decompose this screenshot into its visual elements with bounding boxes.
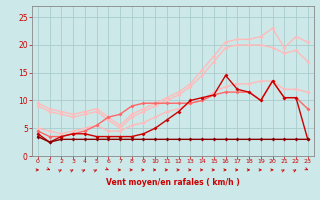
- X-axis label: Vent moyen/en rafales ( km/h ): Vent moyen/en rafales ( km/h ): [106, 178, 240, 187]
